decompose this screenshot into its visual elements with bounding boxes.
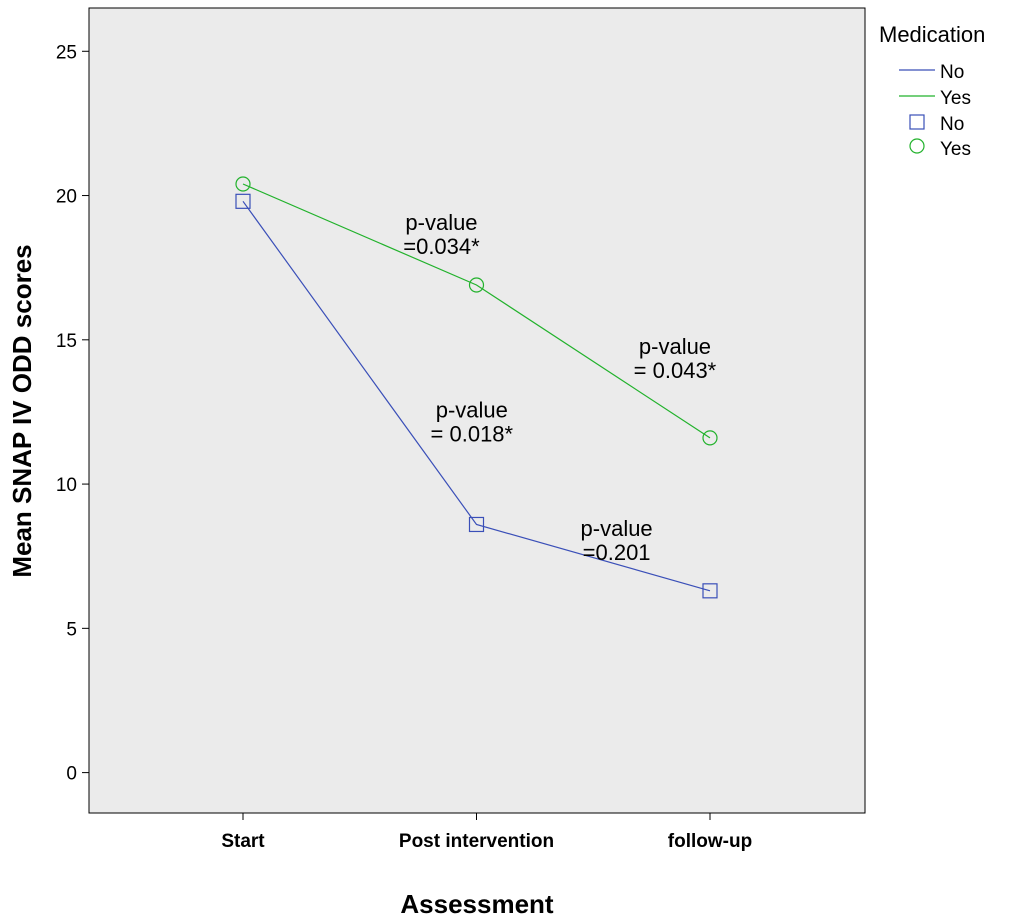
series-lines: [235, 176, 718, 599]
y-tick-label: 25: [56, 42, 77, 63]
p-value-line: = 0.018*: [431, 422, 514, 447]
p-value-line: p-value: [639, 334, 711, 359]
legend-circle-marker: [909, 138, 925, 154]
p-value-annotation: p-value = 0.043*: [634, 334, 717, 383]
p-value-line: =0.201: [583, 540, 651, 565]
legend-label-marker-yes: Yes: [940, 139, 971, 160]
y-axis: 0 5 10 15 20 25: [56, 42, 89, 785]
p-value-line: p-value: [581, 516, 653, 541]
x-tick-label: Post intervention: [399, 831, 554, 852]
y-tick-label: 0: [66, 764, 77, 785]
p-value-line: = 0.043*: [634, 358, 717, 383]
plot-area: [88, 7, 866, 814]
p-value-annotation: p-value =0.034*: [403, 210, 480, 259]
p-value-line: p-value: [405, 210, 477, 235]
data-point-circle: [235, 176, 251, 192]
y-tick-label: 15: [56, 331, 77, 352]
p-value-annotation: p-value = 0.018*: [431, 398, 514, 447]
legend-label-line-yes: Yes: [940, 88, 971, 109]
data-point-circle: [702, 430, 718, 446]
annotations: p-value =0.034*p-value = 0.043*p-value = 0.…: [403, 210, 716, 565]
p-value-line: =0.034*: [403, 234, 480, 259]
p-value-annotation: p-value =0.201: [581, 516, 653, 565]
x-axis: Start Post intervention follow-up: [221, 813, 752, 852]
y-tick-label: 20: [56, 187, 77, 208]
legend-square-marker: [909, 114, 925, 130]
p-value-line: p-value: [436, 398, 508, 423]
data-point-square: [468, 516, 485, 533]
legend: Medication No Yes No Yes: [879, 22, 985, 160]
data-point-square: [702, 583, 718, 599]
series-line-no: [242, 200, 711, 592]
y-tick-label: 5: [66, 619, 77, 640]
series-line-yes: [242, 183, 711, 439]
legend-label-marker-no: No: [940, 114, 964, 135]
data-point-circle: [468, 277, 485, 293]
x-tick-label: Start: [221, 831, 265, 852]
legend-label-line-no: No: [940, 62, 964, 83]
legend-title: Medication: [879, 22, 985, 47]
x-tick-label: follow-up: [668, 831, 752, 852]
data-point-square: [235, 193, 251, 209]
y-axis-title: Mean SNAP IV ODD scores: [7, 244, 37, 577]
x-axis-title: Assessment: [400, 889, 554, 919]
y-tick-label: 10: [56, 475, 77, 496]
